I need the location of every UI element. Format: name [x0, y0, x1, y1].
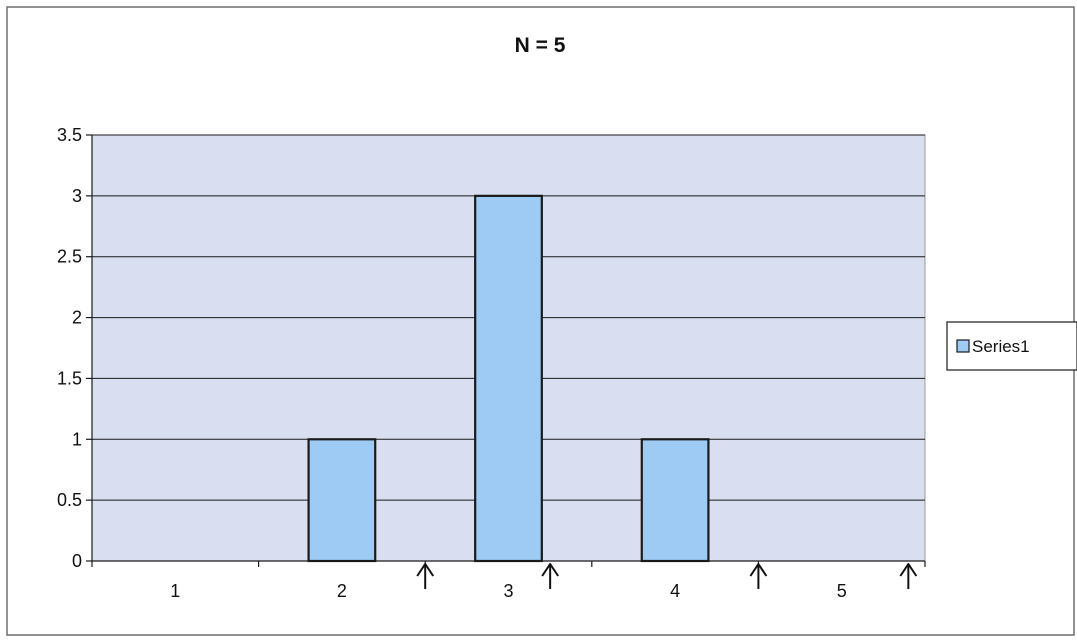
bar-3	[474, 194, 543, 563]
x-tick-label: 1	[170, 581, 180, 601]
legend-label-series1: Series1	[972, 337, 1030, 356]
arrow-up-icon	[541, 563, 559, 589]
axes	[86, 134, 926, 567]
bar-4	[640, 438, 710, 563]
bar-2	[307, 438, 377, 563]
arrow-annotations	[416, 563, 918, 589]
y-tick-label: 1	[72, 429, 82, 449]
arrow-up-icon	[416, 563, 435, 589]
legend-swatch-series1	[956, 339, 970, 353]
y-tick-label: 1.5	[57, 368, 82, 388]
y-tick-label: 0.5	[57, 490, 82, 510]
y-tick-label: 0	[72, 551, 82, 571]
bars	[307, 194, 710, 563]
x-tick-label: 3	[503, 581, 513, 601]
arrow-up-icon	[749, 563, 768, 589]
y-tick-label: 2	[72, 308, 82, 328]
x-tick-label: 5	[837, 581, 847, 601]
x-axis-tick-labels: 1 2 3 4 5	[170, 581, 846, 601]
y-tick-label: 3	[72, 186, 82, 206]
arrow-up-icon	[899, 563, 918, 589]
y-axis-tick-labels: 0 0.5 1 1.5 2 2.5 3 3.5	[57, 125, 82, 571]
y-tick-label: 3.5	[57, 125, 82, 145]
x-tick-label: 2	[337, 581, 347, 601]
chart-title: N = 5	[515, 34, 566, 57]
y-tick-label: 2.5	[57, 247, 82, 267]
x-tick-label: 4	[670, 581, 680, 601]
legend: Series1	[946, 321, 1077, 371]
